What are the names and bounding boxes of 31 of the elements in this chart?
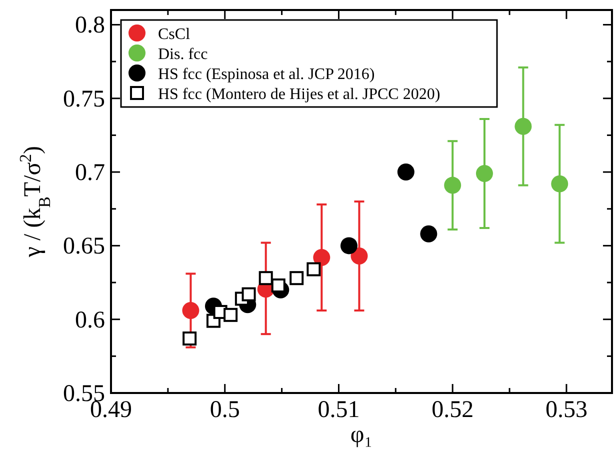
legend-label: CsCl [158, 26, 191, 43]
y-tick-label: 0.6 [75, 307, 105, 334]
x-axis-title: φ₁ [350, 422, 373, 448]
point [182, 331, 197, 346]
point [476, 165, 493, 182]
legend-label: HS fcc (Montero de Hijes et al. JPCC 2020) [158, 86, 440, 103]
point [290, 271, 304, 286]
x-tick-label: 0.51 [318, 397, 360, 423]
legend-label: HS fcc (Espinosa et al. JCP 2016) [158, 66, 375, 83]
point [313, 248, 330, 266]
point [397, 164, 414, 181]
point [242, 287, 256, 302]
point [551, 175, 568, 192]
x-tick-label: 0.52 [432, 397, 474, 423]
y-tick-label: 0.75 [63, 86, 105, 112]
legend-label: Dis. fcc [158, 46, 208, 63]
point [514, 118, 532, 135]
point [420, 225, 438, 242]
point [306, 262, 321, 276]
point [224, 308, 238, 322]
point [444, 176, 462, 194]
y-tick-label: 0.7 [75, 160, 105, 186]
x-tick-label: 0.5 [210, 397, 240, 423]
point [350, 248, 368, 265]
point [340, 237, 358, 254]
point [258, 271, 273, 286]
point [182, 302, 200, 320]
point [271, 278, 286, 292]
y-tick-label: 0.8 [75, 12, 105, 39]
x-tick-label: 0.53 [545, 397, 588, 423]
y-tick-label: 0.65 [63, 234, 105, 260]
